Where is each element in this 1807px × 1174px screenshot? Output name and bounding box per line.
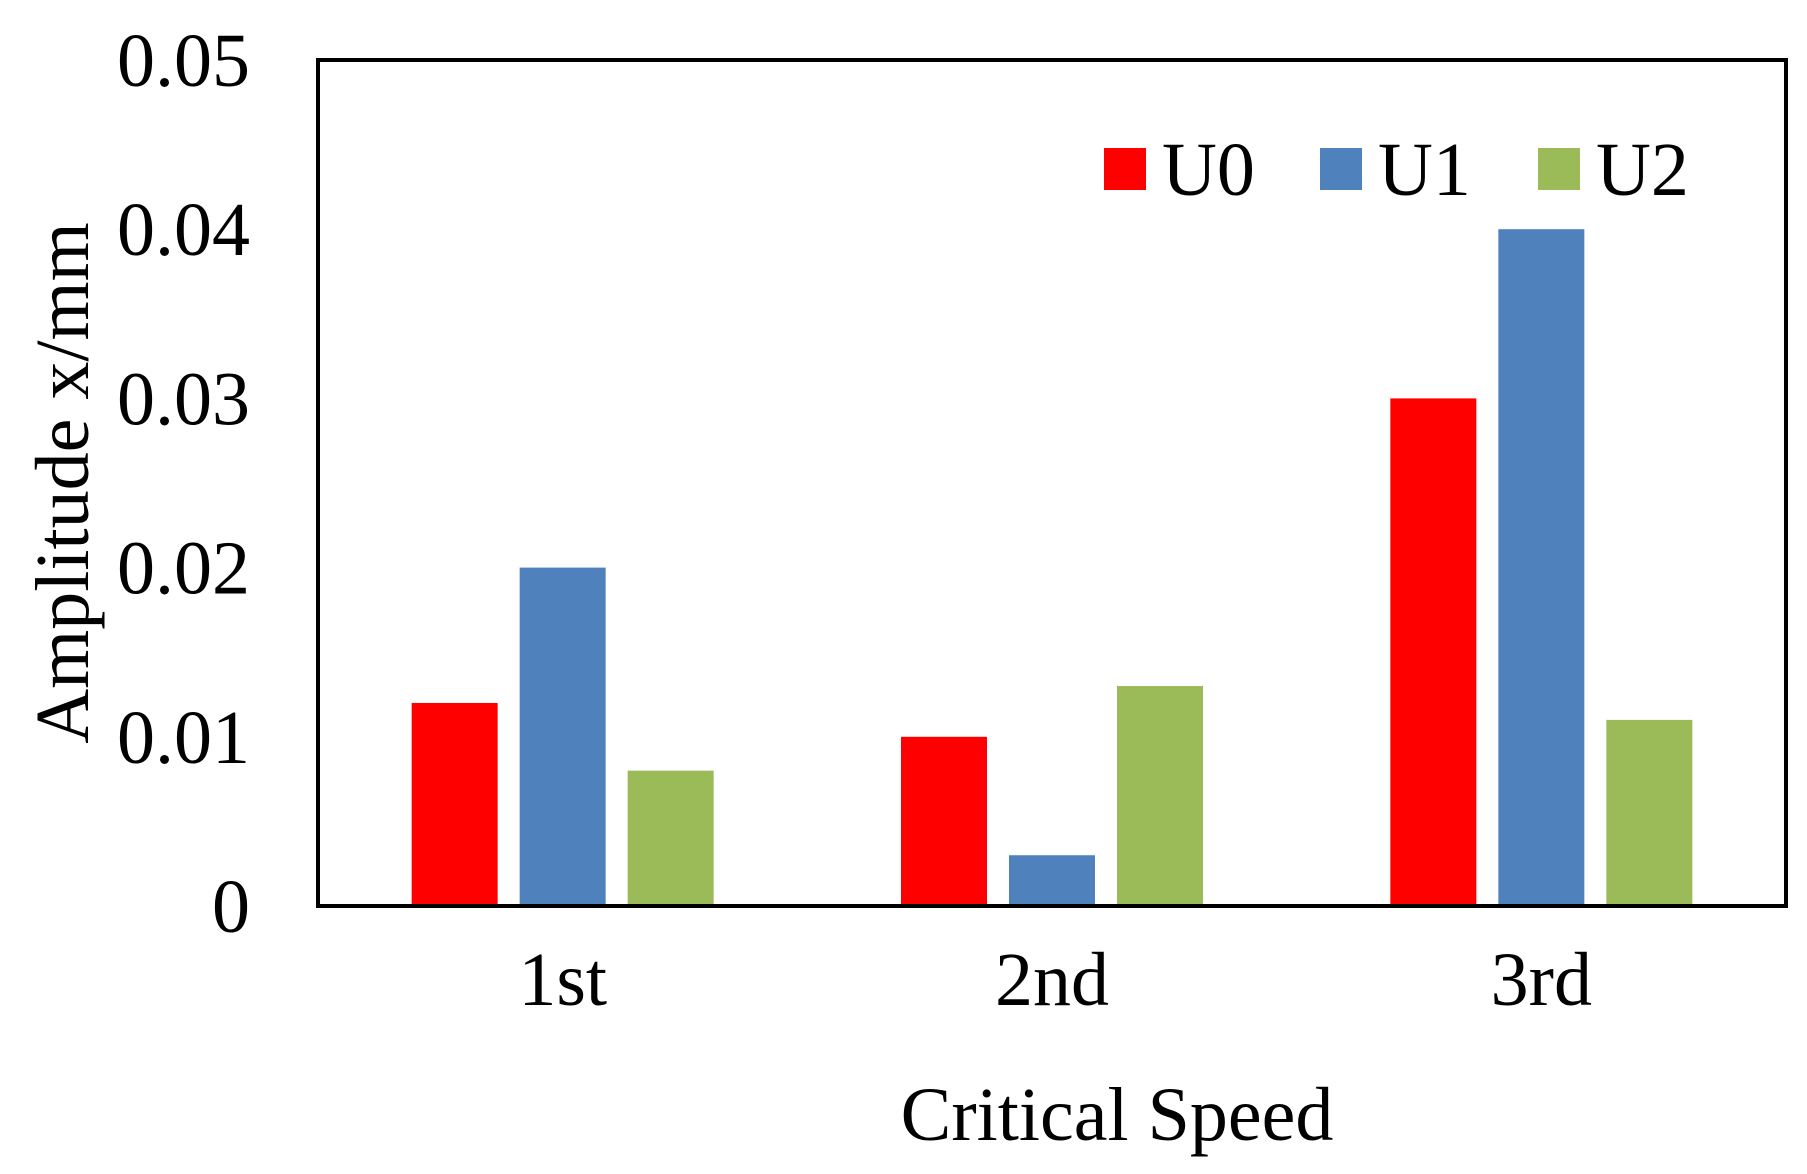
legend: U0 U1 U2 xyxy=(1104,128,1689,212)
bar-u2-1st xyxy=(627,770,714,906)
y-tick-label: 0.05 xyxy=(117,19,250,103)
bar-u0-1st xyxy=(411,702,498,906)
legend-label-u0: U0 xyxy=(1162,128,1255,212)
y-tick-label: 0.01 xyxy=(117,696,250,780)
legend-label-u2: U2 xyxy=(1596,128,1689,212)
bars xyxy=(411,229,1693,906)
x-tick-label: 2nd xyxy=(995,938,1109,1022)
y-tick-label: 0 xyxy=(212,865,250,949)
bar-u1-2nd xyxy=(1009,855,1095,906)
x-tick-label: 3rd xyxy=(1491,938,1592,1022)
bar-u1-3rd xyxy=(1498,229,1585,906)
y-axis-label: Amplitude x/mm xyxy=(21,222,105,743)
y-tick-label: 0.02 xyxy=(117,527,250,611)
legend-swatch-u2 xyxy=(1538,148,1580,190)
bar-u1-1st xyxy=(519,567,606,906)
bar-u2-2nd xyxy=(1117,686,1203,906)
x-tick-labels: 1st 2nd 3rd xyxy=(518,938,1592,1022)
x-tick-label: 1st xyxy=(518,938,607,1022)
legend-swatch-u0 xyxy=(1104,148,1146,190)
y-tick-labels: 0 0.01 0.02 0.03 0.04 0.05 xyxy=(117,19,250,949)
legend-label-u1: U1 xyxy=(1378,128,1471,212)
y-tick-label: 0.04 xyxy=(117,188,250,272)
bar-u0-3rd xyxy=(1390,398,1477,906)
x-axis-label: Critical Speed xyxy=(901,1073,1334,1157)
bar-u0-2nd xyxy=(901,736,987,906)
legend-swatch-u1 xyxy=(1320,148,1362,190)
bar-u2-3rd xyxy=(1606,719,1693,906)
y-tick-label: 0.03 xyxy=(117,357,250,441)
plot-frame xyxy=(316,58,1788,908)
